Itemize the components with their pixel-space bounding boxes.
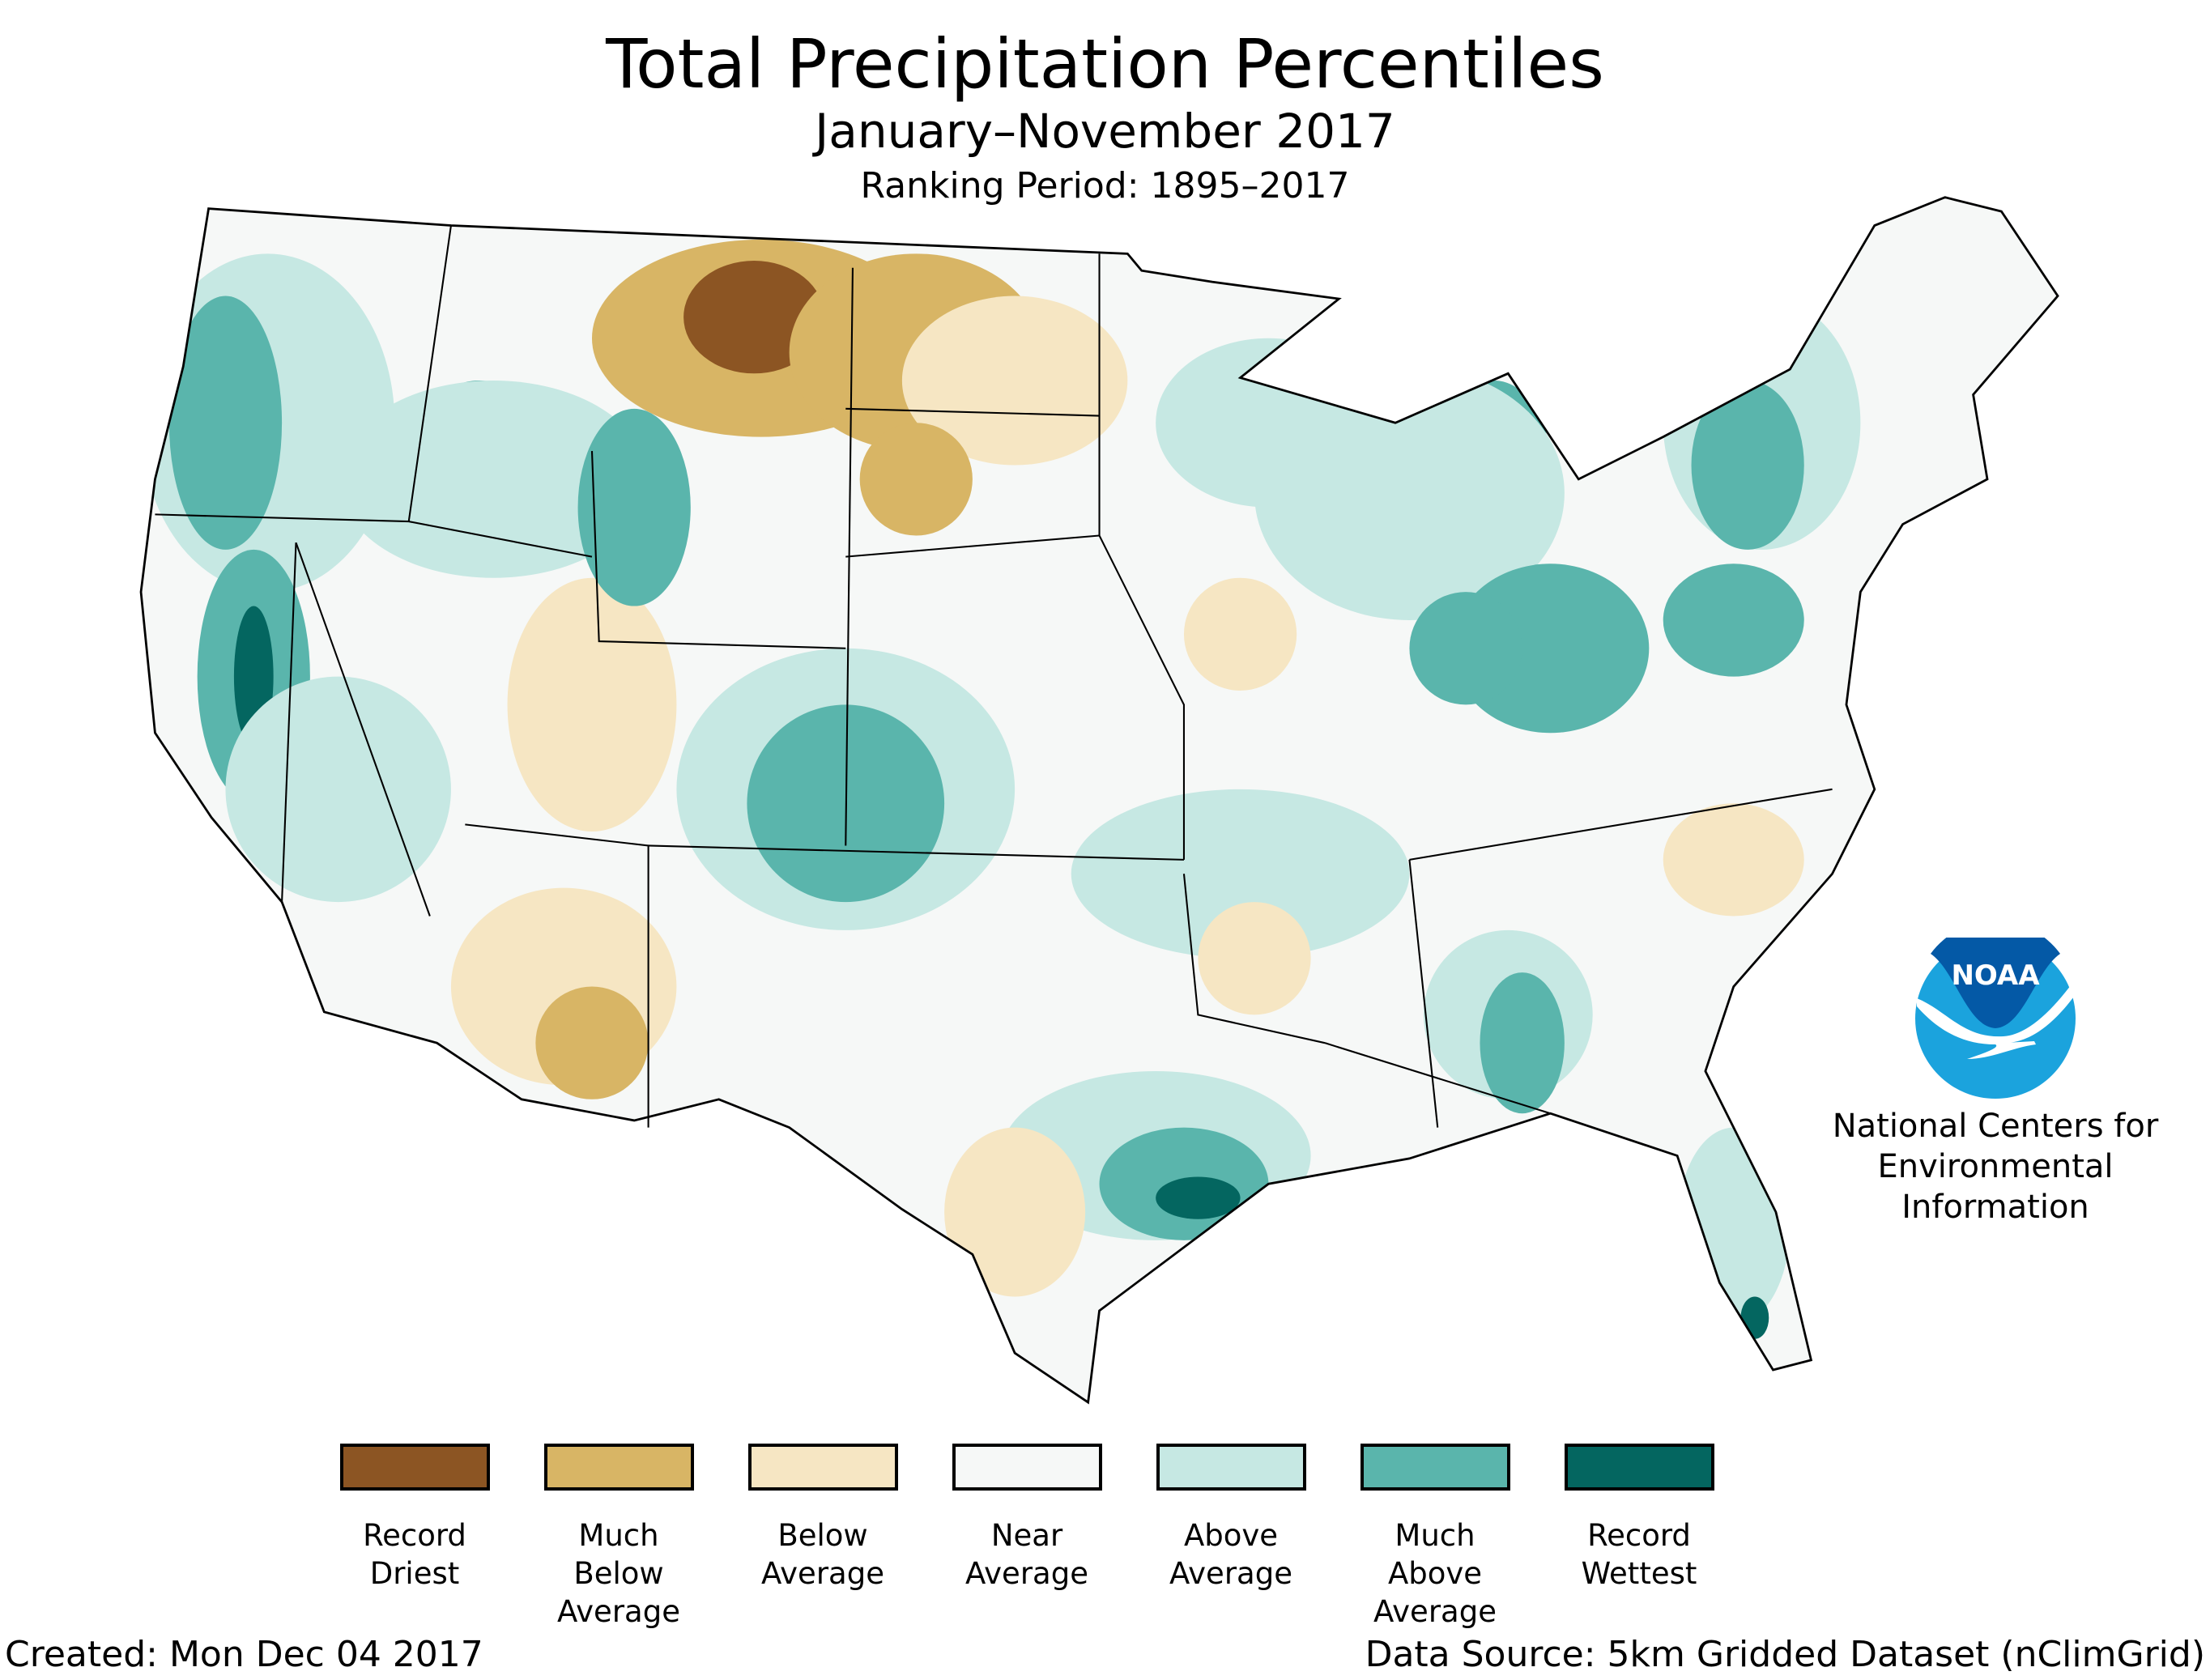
noaa-logo-text: NOAA [1951,959,2040,992]
precip-region [225,676,451,903]
data-source: Data Source: 5km Gridded Dataset (nClimG… [1365,1634,2205,1675]
legend-label: Record Wettest [1537,1516,1741,1593]
created-date: Created: Mon Dec 04 2017 [5,1634,483,1675]
precip-region [683,261,825,374]
legend-label-line: Near [990,1518,1063,1553]
legend-item: Record Wettest [1537,1444,1741,1593]
legend-swatch [747,1444,898,1491]
precip-region [1183,577,1297,691]
legend-label-line: Below [573,1556,664,1591]
legend-label-line: Driest [369,1556,460,1591]
legend-label-line: Much [578,1518,659,1553]
legend-label: Near Average [925,1516,1129,1593]
precip-region [168,296,283,550]
state-border [1408,859,1439,1128]
precip-region [577,408,691,606]
legend-label: Much Above Average [1333,1516,1537,1631]
precip-region [1156,1176,1241,1219]
state-border [845,534,1100,558]
state-border [845,407,1100,417]
org-name-line-3: Information [1901,1189,2089,1226]
precip-region [944,1127,1086,1297]
org-name-line-2: Environmental [1877,1148,2114,1185]
legend-swatch [1156,1444,1306,1491]
state-border [295,542,431,917]
legend-item: Record Driest [313,1444,517,1593]
legend-label-line: Below [777,1518,868,1553]
precip-region [535,986,649,1099]
legend-label: Record Driest [313,1516,517,1593]
legend-label: Above Average [1129,1516,1333,1593]
legend-label-line: Much [1395,1518,1475,1553]
state-border [648,844,1184,861]
state-border [281,542,297,903]
legend-item: Near Average [925,1444,1129,1593]
legend-swatch [1564,1444,1714,1491]
state-border [590,451,846,649]
precip-region [901,296,1128,466]
legend-label-line: Average [965,1556,1088,1591]
legend-label-line: Above [1387,1556,1483,1591]
precip-region [859,423,973,536]
precip-region [1198,902,1311,1015]
legend-item: Below Average [721,1444,925,1593]
legend-swatch [339,1444,490,1491]
precip-region [1740,1296,1769,1339]
legend-item: Above Average [1129,1444,1333,1593]
map-subtitle: January–November 2017 [815,104,1395,159]
precip-region [1691,381,1804,550]
noaa-logo: NOAA [1915,938,2076,1099]
legend-label-line: Record [363,1518,466,1553]
precip-region [1254,366,1565,620]
legend-item: Much Below Average [517,1444,721,1631]
legend-swatch [952,1444,1102,1491]
legend-label: Below Average [721,1516,925,1593]
legend-swatch [1360,1444,1510,1491]
legend-item: Much Above Average [1333,1444,1537,1631]
ranking-period: Ranking Period: 1895–2017 [860,165,1350,206]
legend-label-line: Record [1587,1518,1691,1553]
legend-label-line: Average [1169,1556,1292,1591]
state-border [1324,1042,1551,1115]
precip-region [1071,789,1410,959]
legend-label-line: Wettest [1581,1556,1697,1591]
legend-label-line: Average [761,1556,884,1591]
legend-swatch [543,1444,694,1491]
state-border [465,823,649,1128]
state-border [407,225,452,522]
state-border [155,513,593,558]
precip-region [1663,803,1804,917]
precip-region [1480,972,1565,1114]
org-name-line-1: National Centers for [1832,1108,2159,1145]
precip-region [1409,592,1522,705]
precip-region [338,381,649,578]
state-border [1182,874,1326,1044]
legend-label-line: Average [557,1594,680,1629]
legend-label-line: Above [1183,1518,1279,1553]
legend-label-line: Average [1373,1594,1497,1629]
precip-region [1663,564,1804,677]
legend-label: Much Below Average [517,1516,721,1631]
state-border [845,267,854,846]
state-border [1098,253,1186,860]
precip-region [507,577,677,832]
map-title: Total Precipitation Percentiles [606,24,1604,104]
state-border [1409,788,1833,861]
